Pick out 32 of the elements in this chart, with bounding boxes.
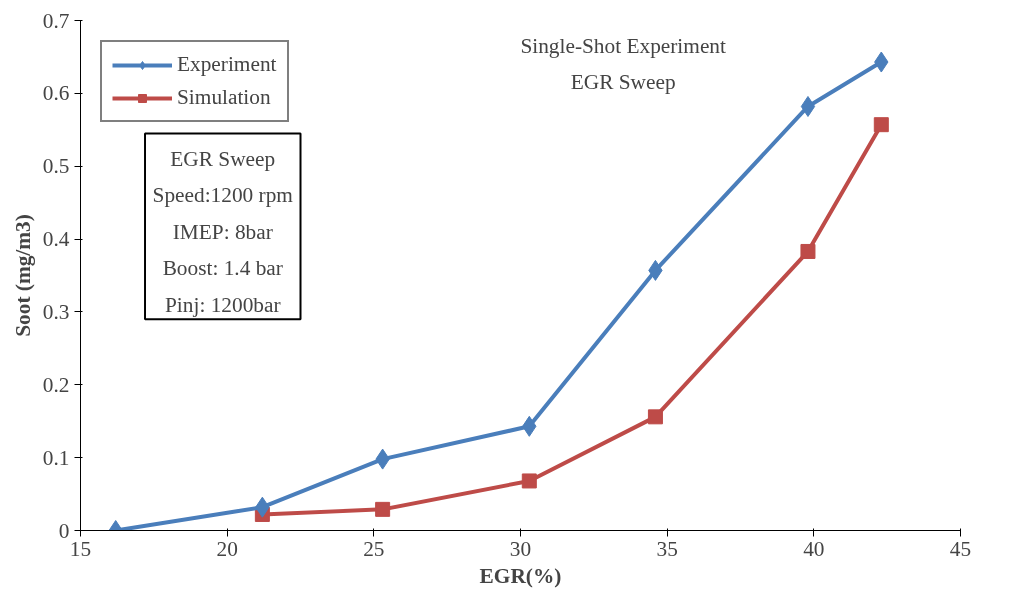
y-tick-label: 0.7 bbox=[42, 8, 70, 33]
y-axis-title: Soot (mg/m3) bbox=[10, 214, 35, 337]
legend-label: Experiment bbox=[177, 52, 277, 77]
annotation: Pinj: 1200bar bbox=[165, 292, 281, 317]
annotation: Single-Shot Experiment bbox=[520, 34, 727, 58]
y-tick-label: 0.1 bbox=[42, 445, 70, 470]
y-tick-label: 0 bbox=[58, 518, 70, 543]
y-tick-label: 0.4 bbox=[42, 227, 70, 252]
annotation: Speed:1200 rpm bbox=[152, 183, 294, 208]
x-tick-label: 45 bbox=[949, 536, 972, 561]
x-tick-label: 40 bbox=[803, 536, 825, 561]
x-tick-label: 20 bbox=[216, 536, 238, 561]
annotation: Boost: 1.4 bar bbox=[162, 256, 283, 281]
annotation: EGR Sweep bbox=[170, 146, 276, 171]
legend-label: Simulation bbox=[177, 85, 271, 110]
annotation: EGR Sweep bbox=[570, 70, 676, 95]
y-tick-label: 0.3 bbox=[42, 299, 70, 324]
point bbox=[800, 95, 816, 117]
annotation: IMEP: 8bar bbox=[172, 219, 273, 244]
point bbox=[800, 243, 816, 259]
point bbox=[521, 473, 537, 489]
y-tick-label: 0.5 bbox=[42, 154, 70, 179]
y-tick-label: 0.6 bbox=[42, 81, 70, 106]
point bbox=[375, 501, 391, 517]
x-tick-label: 35 bbox=[656, 536, 678, 561]
point bbox=[873, 117, 889, 133]
x-tick-label: 30 bbox=[509, 536, 532, 561]
y-tick-label: 0.2 bbox=[42, 372, 70, 397]
x-axis-title: EGR(%) bbox=[479, 563, 562, 588]
x-tick-label: 25 bbox=[363, 536, 385, 561]
point bbox=[647, 409, 663, 425]
x-tick-label: 15 bbox=[69, 536, 92, 561]
